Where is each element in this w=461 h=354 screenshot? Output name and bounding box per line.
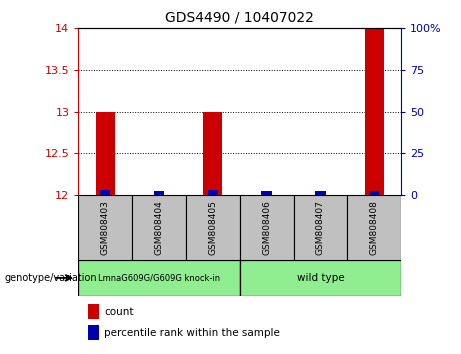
Text: GSM808408: GSM808408 — [370, 200, 378, 255]
Bar — [294, 195, 347, 260]
Bar — [88, 304, 100, 319]
Bar — [365, 28, 384, 195]
Bar — [96, 112, 115, 195]
Bar — [132, 195, 186, 260]
Bar — [240, 260, 401, 296]
Text: genotype/variation: genotype/variation — [5, 273, 97, 283]
Text: GSM808406: GSM808406 — [262, 200, 271, 255]
Bar — [347, 195, 401, 260]
Bar — [78, 195, 132, 260]
Text: percentile rank within the sample: percentile rank within the sample — [104, 328, 280, 338]
Text: GSM808404: GSM808404 — [154, 200, 164, 255]
Text: count: count — [104, 307, 134, 316]
Bar — [315, 190, 325, 195]
Bar — [186, 195, 240, 260]
Text: GSM808405: GSM808405 — [208, 200, 217, 255]
Bar — [100, 190, 111, 195]
Bar — [240, 195, 294, 260]
Bar — [369, 190, 379, 195]
Text: GSM808407: GSM808407 — [316, 200, 325, 255]
Bar — [207, 190, 218, 195]
Text: LmnaG609G/G609G knock-in: LmnaG609G/G609G knock-in — [98, 273, 220, 282]
Text: GDS4490 / 10407022: GDS4490 / 10407022 — [165, 11, 314, 25]
Bar — [261, 192, 272, 195]
Bar — [78, 260, 240, 296]
Text: GSM808403: GSM808403 — [101, 200, 110, 255]
Text: wild type: wild type — [296, 273, 344, 283]
Bar — [88, 325, 100, 340]
Bar — [203, 112, 222, 195]
Bar — [154, 192, 164, 195]
